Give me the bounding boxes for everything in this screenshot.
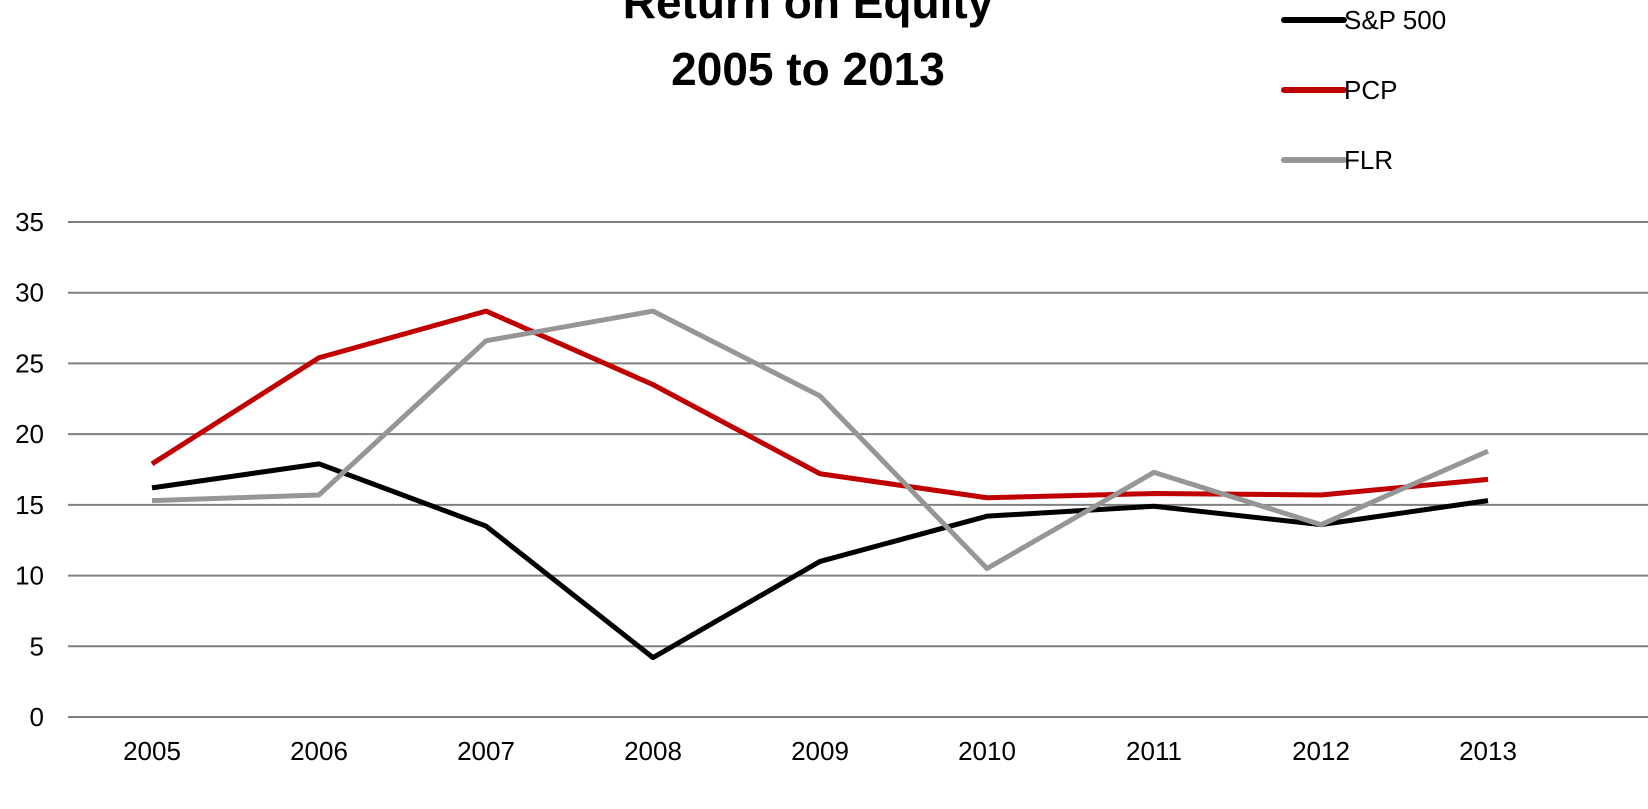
x-tick-label: 2013 — [1459, 736, 1517, 766]
y-tick-label: 0 — [30, 702, 44, 732]
x-axis-tick-labels: 2005 2006 2007 2008 2009 2010 2011 2012 2013 — [123, 736, 1517, 766]
chart-title-group: Return on Equity 2005 to 2013 — [623, 0, 994, 95]
x-tick-label: 2010 — [958, 736, 1016, 766]
y-tick-label: 25 — [15, 348, 44, 378]
x-tick-label: 2006 — [290, 736, 348, 766]
legend-label-flr: FLR — [1344, 145, 1393, 175]
y-tick-label: 35 — [15, 207, 44, 237]
y-tick-label: 20 — [15, 419, 44, 449]
x-tick-label: 2009 — [791, 736, 849, 766]
y-axis-tick-labels: 0 5 10 15 20 25 30 35 — [15, 207, 44, 732]
legend-label-pcp: PCP — [1344, 75, 1397, 105]
chart-subtitle: 2005 to 2013 — [671, 43, 945, 95]
x-tick-label: 2007 — [457, 736, 515, 766]
x-tick-label: 2005 — [123, 736, 181, 766]
series-line-pcp — [152, 311, 1488, 498]
y-tick-label: 5 — [30, 631, 44, 661]
x-tick-label: 2008 — [624, 736, 682, 766]
chart-title: Return on Equity — [623, 0, 994, 28]
y-tick-label: 15 — [15, 490, 44, 520]
y-tick-label: 30 — [15, 278, 44, 308]
x-tick-label: 2012 — [1292, 736, 1350, 766]
legend: S&P 500 PCP FLR — [1284, 5, 1446, 175]
gridlines — [68, 222, 1648, 717]
y-tick-label: 10 — [15, 561, 44, 591]
x-tick-label: 2011 — [1126, 736, 1182, 766]
legend-label-s-p-500: S&P 500 — [1344, 5, 1446, 35]
